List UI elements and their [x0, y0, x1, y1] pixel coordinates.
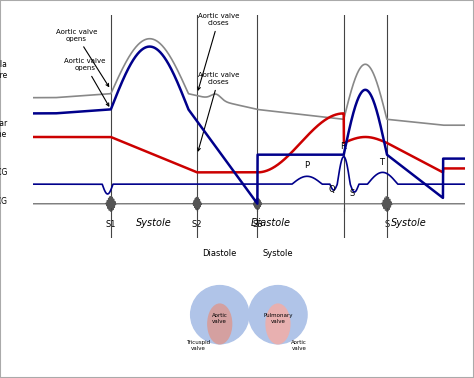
Text: S: S: [384, 220, 390, 229]
Ellipse shape: [208, 304, 232, 344]
Text: S1: S1: [106, 220, 116, 229]
Text: P: P: [304, 161, 310, 170]
Text: Systole: Systole: [136, 218, 172, 228]
Text: S: S: [350, 189, 355, 198]
Text: a) Ventricula
pressure: a) Ventricula pressure: [0, 60, 7, 80]
Circle shape: [249, 286, 307, 344]
Text: T: T: [379, 158, 384, 166]
Text: Aortic valve
opens: Aortic valve opens: [64, 58, 109, 106]
Text: S2: S2: [192, 220, 202, 229]
Text: S3: S3: [252, 220, 263, 229]
Text: Tricuspid
valve: Tricuspid valve: [186, 340, 210, 350]
Text: Systole: Systole: [391, 218, 426, 228]
Text: Diastole: Diastole: [202, 249, 237, 257]
Text: Aortic
valve: Aortic valve: [212, 313, 228, 324]
Text: Aortic valve
opens: Aortic valve opens: [55, 29, 109, 87]
Text: Aortic valve
closes: Aortic valve closes: [198, 72, 239, 151]
Text: Aortic valve
closes: Aortic valve closes: [198, 13, 239, 90]
Text: Aortic
valve: Aortic valve: [291, 340, 307, 350]
Circle shape: [191, 286, 249, 344]
Text: c) ECG: c) ECG: [0, 168, 7, 177]
Text: Q: Q: [329, 185, 336, 194]
Text: Diastole: Diastole: [250, 218, 291, 228]
Text: Systole: Systole: [263, 249, 293, 257]
Text: d) PCG: d) PCG: [0, 197, 7, 206]
Ellipse shape: [266, 304, 290, 344]
Text: b) Ventricular
volume: b) Ventricular volume: [0, 119, 7, 139]
Text: Pulmonary
valve: Pulmonary valve: [263, 313, 293, 324]
Text: R: R: [340, 142, 346, 151]
